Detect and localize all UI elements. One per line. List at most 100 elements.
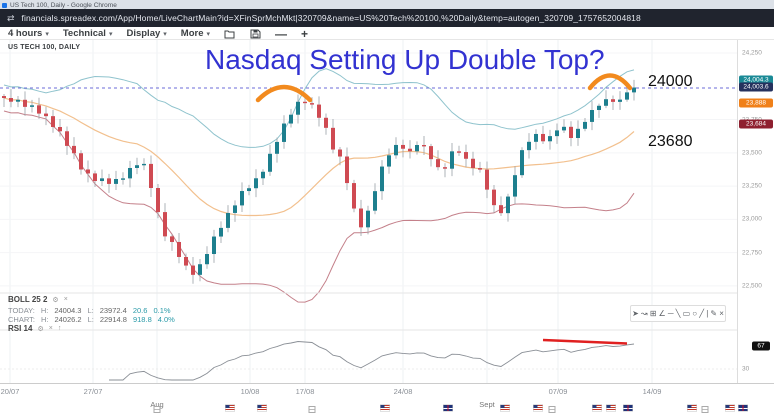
rsi-indicator-title: RSI 14 ⚙ × ↑ — [8, 324, 61, 333]
legend-value: 24004.3 — [54, 306, 82, 315]
date-tick-label: 24/08 — [393, 387, 413, 396]
arrow-up-icon[interactable]: ↑ — [57, 325, 62, 332]
draw-tool-icon[interactable]: × — [719, 308, 724, 318]
price-level-label[interactable]: 24000 — [648, 73, 693, 90]
date-tick-label: 27/07 — [83, 387, 103, 396]
menu-label: Display — [126, 28, 161, 39]
technical-menu[interactable]: Technical ▾ — [63, 28, 113, 39]
uk-flag-icon — [443, 405, 453, 411]
current-price-badge: 24,003.6 — [739, 82, 773, 92]
divider — [0, 39, 774, 40]
middle-band-badge: 23,888 — [739, 98, 773, 108]
boll-title-text: BOLL 25 2 — [8, 295, 48, 304]
browser-tab-strip: US Tech 100, Daily - Google Chrome — [0, 0, 774, 9]
price-tick-label: 24,250 — [742, 49, 762, 57]
economic-events-row: Aug Sept — [0, 399, 774, 415]
legend-value: 20.6 — [132, 306, 148, 315]
swap-arrows-icon: ⇄ — [7, 12, 15, 23]
us-flag-icon — [225, 405, 235, 411]
price-axis: 24,25023,75023,50023,25023,00022,75022,5… — [737, 40, 774, 383]
draw-tool-icon[interactable]: ─ — [667, 308, 674, 318]
upper-band-badge: 24,004.3 — [739, 75, 773, 85]
more-menu[interactable]: More ▾ — [181, 28, 210, 39]
us-flag-icon — [533, 405, 543, 411]
close-icon[interactable]: × — [63, 296, 68, 303]
date-tick-label: 10/08 — [240, 387, 260, 396]
chart-toolbar: 4 hours ▾ Technical ▾ Display ▾ More ▾ — + — [0, 27, 774, 41]
draw-tool-icon[interactable]: ○ — [692, 308, 698, 318]
price-level-label[interactable]: 23680 — [648, 133, 693, 150]
calendar-icon — [308, 406, 316, 413]
boll-legend-row: TODAY: H: 24004.3 L: 23972.4 20.6 0.1% — [8, 306, 171, 315]
price-chart-area[interactable]: US TECH 100, DAILY Nasdaq Setting Up Dou… — [0, 40, 737, 383]
address-bar[interactable]: ⇄ financials.spreadex.com/App/Home/LiveC… — [0, 9, 774, 27]
boll-indicator-title: BOLL 25 2 ⚙ × — [8, 295, 68, 304]
rsi-tick-label: 30 — [742, 365, 750, 373]
legend-value: CHART: — [8, 315, 35, 324]
display-menu[interactable]: Display ▾ — [126, 28, 166, 39]
rsi-value-badge: 67 — [752, 341, 770, 351]
legend-value: H: — [40, 306, 49, 315]
bollinger-middle-line — [3, 97, 635, 217]
draw-tool-icon[interactable]: | — [706, 308, 709, 318]
price-tick-label: 22,500 — [742, 282, 762, 290]
boll-legend-row: CHART: H: 24026.2 L: 22914.8 918.8 4.0% — [8, 315, 175, 324]
month-label: Sept — [479, 400, 495, 409]
draw-tool-icon[interactable]: ╱ — [699, 308, 705, 318]
calendar-icon — [548, 406, 556, 413]
price-tick-label: 23,250 — [742, 182, 762, 190]
rsi-trendline-annotation[interactable] — [542, 338, 628, 345]
gear-icon[interactable]: ⚙ — [37, 325, 44, 333]
bollinger-upper-line — [3, 68, 635, 148]
chevron-down-icon: ▾ — [163, 30, 167, 38]
close-icon[interactable]: × — [48, 325, 53, 332]
timeframe-menu[interactable]: 4 hours ▾ — [8, 28, 49, 39]
draw-tool-icon[interactable]: ╲ — [675, 308, 681, 318]
legend-value: 22914.8 — [99, 315, 127, 324]
draw-tool-icon[interactable]: ▭ — [682, 308, 691, 318]
rsi-line — [109, 341, 635, 381]
menu-label: More — [180, 28, 204, 39]
drawing-toolbar: ➤ ↝ ⊞ ∠ ─ ╲ ▭ ○ ╱ | ✎ × — [630, 305, 726, 322]
us-flag-icon — [592, 405, 602, 411]
tab-title: US Tech 100, Daily - Google Chrome — [10, 1, 117, 9]
legend-value: 918.8 — [132, 315, 152, 324]
draw-tool-icon[interactable]: ⊞ — [649, 308, 657, 318]
minus-icon: — — [275, 26, 287, 41]
draw-tool-icon[interactable]: ∠ — [658, 308, 666, 318]
calendar-icon — [701, 406, 709, 413]
legend-value: 23972.4 — [99, 306, 127, 315]
browser-tab[interactable]: US Tech 100, Daily - Google Chrome — [2, 1, 182, 9]
rsi-title-text: RSI 14 — [8, 324, 33, 333]
gear-icon[interactable]: ⚙ — [52, 296, 59, 304]
url-text: financials.spreadex.com/App/Home/LiveCha… — [21, 13, 641, 23]
legend-value: L: — [87, 315, 94, 324]
price-tick-label: 23,000 — [742, 215, 762, 223]
zoom-out-button[interactable]: — — [275, 27, 287, 41]
us-flag-icon — [687, 405, 697, 411]
uk-flag-icon — [623, 405, 633, 411]
us-flag-icon — [606, 405, 616, 411]
bollinger-lower-line — [3, 110, 635, 303]
double-top-arc-annotations[interactable] — [255, 73, 633, 103]
legend-value: TODAY: — [8, 306, 35, 315]
date-tick-label: 14/09 — [642, 387, 662, 396]
us-flag-icon — [500, 405, 510, 411]
date-tick-label: 07/09 — [548, 387, 568, 396]
legend-value: 24026.2 — [54, 315, 82, 324]
us-flag-icon — [725, 405, 735, 411]
zoom-in-button[interactable]: + — [301, 27, 308, 41]
draw-tool-icon[interactable]: ➤ — [632, 308, 639, 318]
month-label: Aug — [150, 400, 164, 409]
chart-annotation-text[interactable]: Nasdaq Setting Up Double Top? — [205, 44, 605, 75]
chevron-down-icon: ▾ — [45, 30, 49, 38]
draw-tool-icon[interactable]: ↝ — [640, 308, 648, 318]
us-flag-icon — [257, 405, 267, 411]
draw-tool-icon[interactable]: ✎ — [710, 308, 718, 318]
price-tick-label: 23,500 — [742, 149, 762, 157]
save-chart-button[interactable] — [250, 29, 261, 39]
us-flag-icon — [380, 405, 390, 411]
time-axis: 20/07 27/07 10/08 17/08 24/08 07/09 14/09 — [0, 383, 774, 399]
open-chart-button[interactable] — [224, 29, 236, 39]
